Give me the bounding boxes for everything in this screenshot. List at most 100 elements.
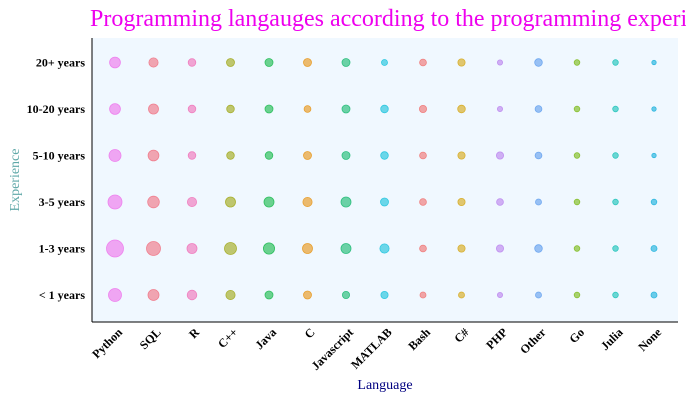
bubble-point[interactable]: [612, 198, 619, 206]
bubble-point[interactable]: [380, 151, 389, 160]
bubble-point[interactable]: [418, 105, 427, 114]
x-tick-label: Julia: [598, 325, 626, 353]
x-tick-label: Go: [566, 325, 587, 346]
bubble-point[interactable]: [303, 105, 312, 113]
bubble-point[interactable]: [186, 289, 198, 301]
bubble-point[interactable]: [380, 290, 389, 299]
bubble-point[interactable]: [573, 198, 581, 206]
bubble-point[interactable]: [419, 198, 427, 206]
bubble-point[interactable]: [264, 151, 274, 160]
bubble-point[interactable]: [612, 59, 619, 66]
bubble-point[interactable]: [573, 152, 581, 159]
bubble-point[interactable]: [264, 58, 274, 67]
bubble-point[interactable]: [534, 105, 543, 113]
bubble-point[interactable]: [106, 239, 124, 258]
bubble-point[interactable]: [496, 59, 503, 66]
bubble-point[interactable]: [187, 58, 197, 67]
bubble-point[interactable]: [419, 151, 427, 160]
bubble-point[interactable]: [147, 195, 160, 209]
bubble-point[interactable]: [303, 290, 312, 300]
bubble-point[interactable]: [458, 291, 465, 299]
bubble-point[interactable]: [650, 291, 658, 299]
bubble-point[interactable]: [496, 198, 504, 206]
bubble-point[interactable]: [457, 58, 466, 67]
bubble-point[interactable]: [226, 151, 235, 160]
x-tick-label: MATLAB: [348, 325, 395, 372]
bubble-point[interactable]: [573, 291, 581, 299]
bubble-point[interactable]: [457, 104, 466, 114]
bubble-point[interactable]: [535, 198, 542, 206]
bubble-point[interactable]: [496, 291, 503, 298]
bubble-point[interactable]: [302, 196, 313, 207]
bubble-point[interactable]: [457, 244, 466, 253]
bubble-point[interactable]: [612, 245, 619, 252]
bubble-point[interactable]: [457, 197, 466, 206]
bubble-point[interactable]: [341, 104, 351, 114]
bubble-point[interactable]: [341, 151, 351, 160]
bubble-point[interactable]: [225, 289, 236, 300]
bubble-point[interactable]: [534, 244, 543, 253]
bubble-point[interactable]: [303, 151, 312, 160]
bubble-point[interactable]: [534, 58, 543, 67]
bubble-point[interactable]: [573, 245, 581, 252]
bubble-point[interactable]: [650, 245, 658, 252]
bubble-point[interactable]: [108, 149, 122, 162]
bubble-point[interactable]: [186, 243, 198, 254]
bubble-point[interactable]: [107, 194, 123, 210]
bubble-point[interactable]: [302, 243, 313, 254]
bubble-point[interactable]: [186, 196, 197, 207]
bubble-point[interactable]: [495, 244, 504, 253]
bubble-point[interactable]: [495, 151, 504, 160]
bubble-point[interactable]: [651, 59, 657, 66]
bubble-point[interactable]: [650, 198, 658, 206]
y-axis-ticks: < 1 years 1-3 years 3-5 years 5-10 years 10-…: [27, 56, 86, 303]
y-axis-label: Experience: [8, 149, 23, 212]
bubble-point[interactable]: [148, 103, 159, 115]
y-tick-label: 10-20 years: [27, 102, 86, 116]
bubble-point[interactable]: [612, 105, 619, 113]
bubble-point[interactable]: [340, 243, 352, 254]
bubble-point[interactable]: [109, 103, 121, 115]
bubble-point[interactable]: [148, 57, 159, 68]
bubble-point[interactable]: [651, 106, 657, 112]
y-tick-label: 3-5 years: [39, 195, 86, 209]
bubble-point[interactable]: [264, 290, 274, 300]
bubble-point[interactable]: [224, 242, 237, 255]
bubble-point[interactable]: [380, 104, 389, 114]
bubble-point[interactable]: [226, 58, 235, 67]
bubble-point[interactable]: [226, 104, 235, 114]
bubble-point[interactable]: [496, 106, 503, 113]
bubble-point[interactable]: [146, 241, 161, 256]
bubble-point[interactable]: [419, 244, 427, 253]
bubble-point[interactable]: [341, 58, 351, 67]
bubble-point[interactable]: [419, 58, 427, 67]
bubble-point[interactable]: [573, 59, 581, 66]
bubble-point[interactable]: [612, 291, 619, 299]
bubble-point[interactable]: [573, 105, 581, 113]
bubble-point[interactable]: [187, 151, 197, 160]
bubble-point[interactable]: [381, 59, 388, 66]
bubble-point[interactable]: [651, 152, 657, 159]
bubble-point[interactable]: [225, 196, 236, 208]
bubble-point[interactable]: [535, 291, 542, 299]
y-tick-label: 20+ years: [36, 56, 85, 70]
bubble-point[interactable]: [534, 151, 543, 160]
bubble-point[interactable]: [341, 290, 350, 299]
bubble-point[interactable]: [612, 152, 619, 159]
y-tick-label: < 1 years: [39, 288, 85, 302]
bubble-point[interactable]: [340, 196, 352, 208]
bubble-point[interactable]: [187, 104, 197, 114]
bubble-point[interactable]: [380, 197, 389, 207]
bubble-point[interactable]: [379, 243, 390, 254]
bubble-point[interactable]: [457, 151, 466, 160]
bubble-point[interactable]: [264, 104, 274, 114]
bubble-point[interactable]: [108, 288, 122, 302]
bubble-point[interactable]: [262, 242, 275, 255]
bubble-point[interactable]: [419, 291, 427, 299]
bubble-point[interactable]: [303, 58, 312, 67]
bubble-point[interactable]: [147, 289, 160, 301]
bubble-point[interactable]: [263, 196, 275, 208]
x-tick-label: SQL: [137, 325, 164, 352]
bubble-point[interactable]: [109, 56, 121, 69]
bubble-point[interactable]: [147, 149, 160, 162]
